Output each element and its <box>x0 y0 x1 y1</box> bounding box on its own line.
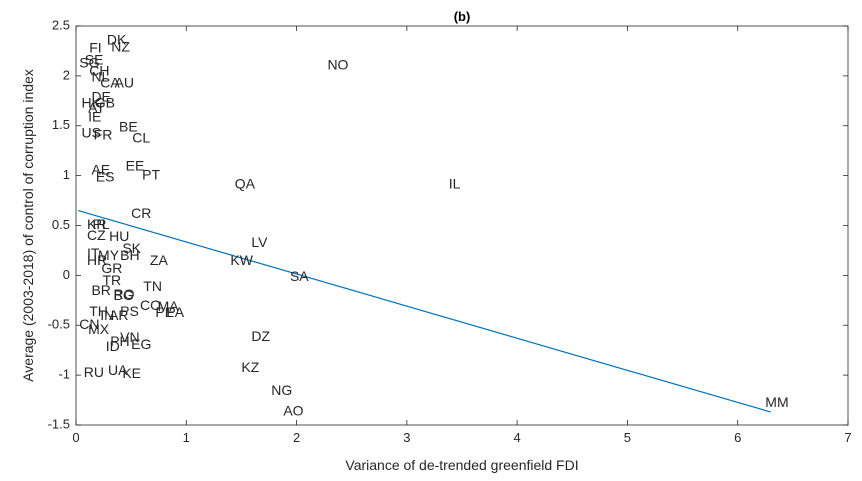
data-point-ps: PS <box>120 303 139 319</box>
data-point-hr: HR <box>87 252 107 268</box>
plot-area-box <box>75 25 849 426</box>
y-tick-label: -0.5 <box>48 317 70 332</box>
data-point-pe: PE <box>155 304 174 320</box>
data-point-mm: MM <box>765 394 788 410</box>
data-point-ke: KE <box>122 365 141 381</box>
y-tick-label: 0 <box>63 267 70 282</box>
y-tick-label: 2 <box>63 67 70 82</box>
data-point-il: IL <box>449 175 461 191</box>
data-point-pa: PA <box>166 304 184 320</box>
x-tick-label: 6 <box>734 430 741 445</box>
data-point-lv: LV <box>251 234 268 250</box>
data-point-ma: MA <box>158 298 180 314</box>
y-tick-label: -1.5 <box>48 416 70 431</box>
y-tick-label: 2.5 <box>52 17 70 32</box>
data-point-co: CO <box>140 297 161 313</box>
x-tick-label: 2 <box>293 430 300 445</box>
chart-title: (b) <box>454 9 471 24</box>
data-point-sk: SK <box>122 240 141 256</box>
data-point-pt: PT <box>142 166 160 182</box>
data-point-za: ZA <box>150 252 169 268</box>
data-point-sg: SG <box>79 55 99 71</box>
data-point-ae: AE <box>91 161 110 177</box>
data-point-es: ES <box>96 168 115 184</box>
data-point-no: NO <box>327 57 348 73</box>
x-tick-label: 1 <box>183 430 190 445</box>
data-point-eg: EG <box>131 336 151 352</box>
x-axis-label: Variance of de-trended greenfield FDI <box>345 457 578 473</box>
data-point-vn: VN <box>120 329 139 345</box>
data-point-cz: CZ <box>87 227 106 243</box>
data-point-nl: NL <box>91 69 109 85</box>
data-point-ru: RU <box>84 364 104 380</box>
data-point-dk: DK <box>107 32 127 48</box>
data-point-gb: GB <box>95 95 115 111</box>
data-point-ee: EE <box>126 157 145 173</box>
x-tick-label: 5 <box>624 430 631 445</box>
y-tick-label: 1 <box>63 167 70 182</box>
data-point-bg: BG <box>113 287 133 303</box>
y-tick-label: 0.5 <box>52 217 70 232</box>
data-point-cn: CN <box>79 316 99 332</box>
data-point-ca: CA <box>100 75 120 91</box>
data-point-ng: NG <box>271 382 292 398</box>
data-point-ph: PH <box>110 333 129 349</box>
fit-line-layer <box>78 209 771 413</box>
data-point-hk: HK <box>82 95 102 111</box>
x-tick-labels: 0 1 2 3 4 5 6 7 <box>72 26 852 445</box>
data-point-kw: KW <box>230 252 253 268</box>
data-point-tn: TN <box>143 278 162 294</box>
data-point-tr: TR <box>102 272 121 288</box>
data-point-br: BR <box>91 282 110 298</box>
data-point-kr: KR <box>87 216 106 232</box>
data-point-ie: IE <box>88 108 101 124</box>
data-point-ro: RO <box>113 286 134 302</box>
data-point-kz: KZ <box>241 359 259 375</box>
data-point-de: DE <box>91 89 110 105</box>
data-point-ua: UA <box>108 362 128 378</box>
data-point-hu: HU <box>109 228 129 244</box>
y-tick-label: -1 <box>58 367 70 382</box>
y-axis-label: Average (2003-2018) of control of corrup… <box>20 69 36 382</box>
data-point-se: SE <box>85 52 104 68</box>
data-point-fr: FR <box>94 126 113 142</box>
data-point-be: BE <box>119 118 138 134</box>
data-point-gr: GR <box>101 260 122 276</box>
data-point-in: IN <box>100 307 114 323</box>
data-point-fi: FI <box>89 40 101 56</box>
x-tick-label: 3 <box>403 430 410 445</box>
data-point-bh: BH <box>120 247 139 263</box>
data-point-id: ID <box>106 338 120 354</box>
x-tick-label: 7 <box>844 430 851 445</box>
data-point-au: AU <box>115 75 134 91</box>
axes-layer <box>75 25 849 426</box>
data-point-ch: CH <box>89 63 109 79</box>
data-point-dz: DZ <box>251 328 270 344</box>
data-point-us: US <box>82 124 101 140</box>
data-point-my: MY <box>98 247 120 263</box>
data-point-sa: SA <box>290 268 309 284</box>
x-tick-label: 4 <box>514 430 521 445</box>
data-point-ao: AO <box>283 403 303 419</box>
x-tick-label: 0 <box>72 430 79 445</box>
data-point-at: AT <box>88 99 105 115</box>
data-point-mx: MX <box>88 321 110 337</box>
y-tick-labels: -1.5 -1 -0.5 0 0.5 1 1.5 2 2.5 <box>48 17 848 431</box>
data-point-pl: PL <box>93 216 110 232</box>
data-point-th: TH <box>89 303 108 319</box>
data-point-ar: AR <box>109 307 128 323</box>
data-point-cl: CL <box>132 129 150 145</box>
y-tick-label: 1.5 <box>52 117 70 132</box>
fit-line <box>78 209 771 413</box>
data-point-cr: CR <box>131 205 151 221</box>
data-point-qa: QA <box>235 175 256 191</box>
data-point-nz: NZ <box>111 39 130 55</box>
data-point-it: IT <box>87 245 100 261</box>
